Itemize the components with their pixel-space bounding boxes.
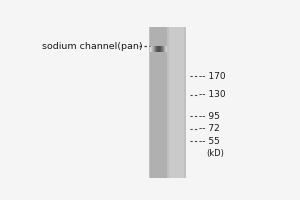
Bar [160, 46, 161, 52]
Bar [169, 27, 184, 178]
Bar [150, 27, 167, 178]
Text: (kD): (kD) [206, 149, 224, 158]
Text: -- 130: -- 130 [199, 90, 226, 99]
Text: -- 170: -- 170 [199, 72, 226, 81]
Bar [154, 46, 155, 52]
Bar [164, 46, 165, 52]
Bar [152, 46, 153, 52]
Text: -- 72: -- 72 [199, 124, 220, 133]
Bar [157, 46, 158, 52]
Bar [151, 46, 152, 52]
Text: -- 55: -- 55 [199, 137, 220, 146]
Bar [149, 27, 186, 178]
Bar [156, 46, 157, 52]
Bar [158, 46, 159, 52]
Bar [163, 46, 164, 52]
Text: -- 95: -- 95 [199, 112, 220, 121]
Text: sodium channel(pan): sodium channel(pan) [42, 42, 143, 51]
Bar [159, 46, 160, 52]
Bar [165, 46, 166, 52]
Bar [155, 46, 156, 52]
Bar [162, 46, 163, 52]
Bar [161, 46, 162, 52]
Bar [153, 46, 154, 52]
Bar [150, 46, 151, 52]
